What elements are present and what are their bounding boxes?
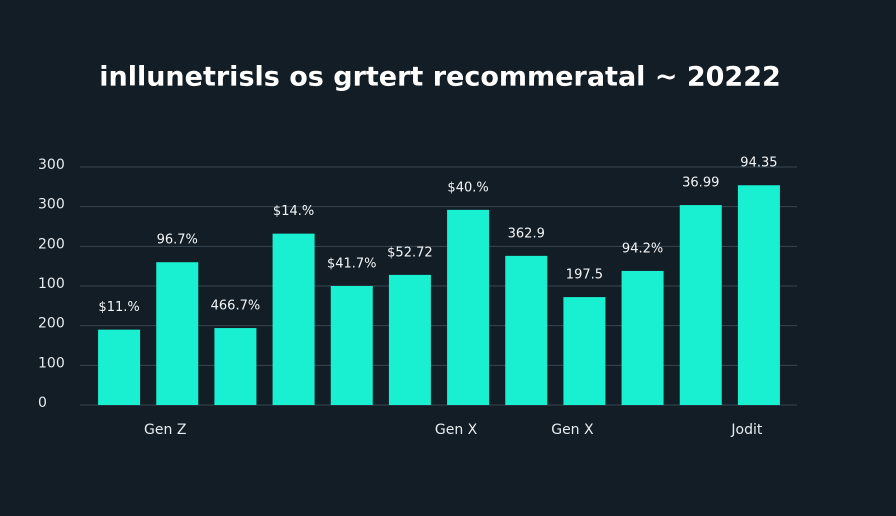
bar [388,274,431,405]
bar [330,286,373,405]
bar [679,205,722,405]
bar-annotation: 94.35 [740,156,777,171]
bar [737,185,780,405]
bar-annotation: 36.99 [682,176,719,191]
bar-annotation: $14.% [273,204,314,219]
bar-annotation: $11.% [98,300,139,315]
x-tick-label: Gen X [435,422,478,438]
x-tick-label: Gen X [551,422,594,438]
y-tick-label: 0 [38,395,47,411]
bar [156,262,199,405]
bar [447,209,490,405]
bar-annotation: 197.5 [566,268,603,283]
chart-title: inllunetrisls os grtert recommeratal ~ 2… [99,62,781,93]
y-tick-label: 100 [38,276,65,292]
bar [214,328,257,405]
bar-annotation: $40.% [447,180,488,195]
bar-annotation: 362.9 [508,226,545,241]
bar [98,329,141,405]
x-tick-label: Gen Z [144,422,186,438]
bar-annotation: 466.7% [211,299,261,314]
y-tick-label: 300 [38,157,65,173]
bar [505,255,548,405]
bar-annotation: 94.2% [622,241,663,256]
bar-annotation: 96.7% [157,233,198,248]
bar [621,270,664,405]
x-tick-label: Jodit [730,422,762,438]
bar-annotation: $41.7% [327,257,377,272]
bar [563,297,606,405]
y-tick-label: 200 [38,236,65,252]
y-tick-label: 100 [38,355,65,371]
y-tick-label: 200 [38,316,65,332]
bar [272,233,315,405]
bar-annotation: $52.72 [387,245,433,260]
y-tick-label: 300 [38,197,65,213]
